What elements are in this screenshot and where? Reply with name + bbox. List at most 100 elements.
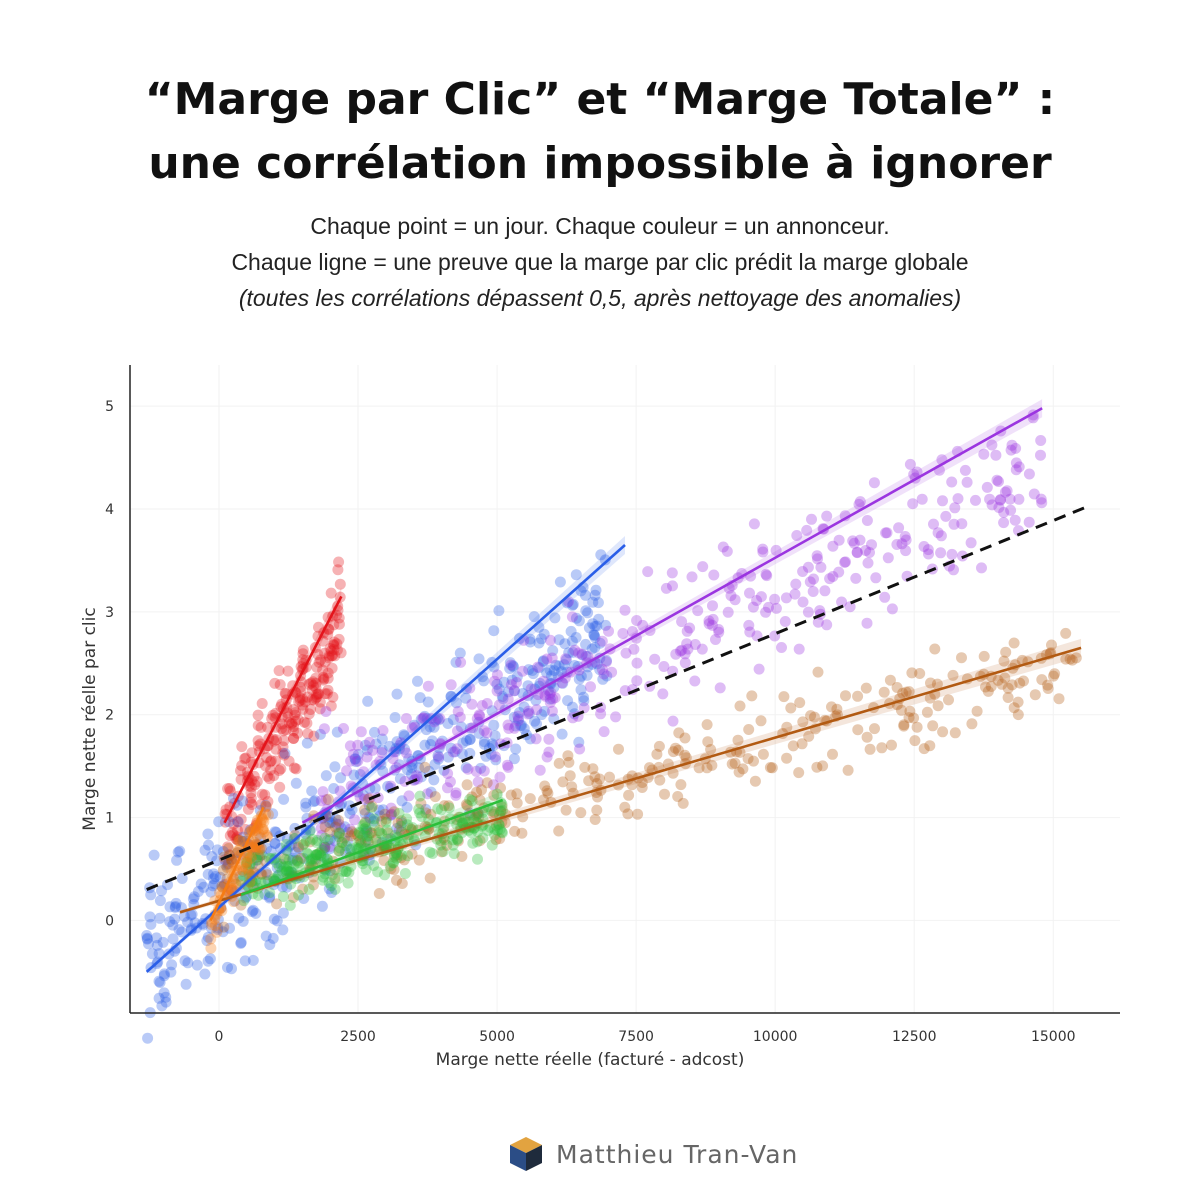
scatter-point xyxy=(369,726,380,738)
scatter-point xyxy=(270,743,282,755)
scatter-point xyxy=(240,752,252,764)
scatter-point xyxy=(677,797,689,809)
scatter-point xyxy=(452,706,464,717)
scatter-point xyxy=(460,683,472,695)
scatter-point xyxy=(567,701,578,713)
scatter-point xyxy=(714,682,726,694)
scatter-point xyxy=(226,883,238,895)
scatter-point xyxy=(235,937,247,949)
scatter-point xyxy=(511,671,523,683)
scatter-point xyxy=(854,534,866,546)
scatter-point xyxy=(932,700,944,712)
scatter-point xyxy=(297,839,309,851)
scatter-point xyxy=(544,693,556,705)
scatter-point xyxy=(171,854,183,866)
scatter-point xyxy=(337,865,349,877)
scatter-point xyxy=(985,681,997,692)
scatter-point xyxy=(359,804,370,816)
scatter-point xyxy=(349,828,360,840)
scatter-point xyxy=(276,723,288,734)
scatter-point xyxy=(559,638,571,650)
scatter-point xyxy=(523,705,534,717)
scatter-point xyxy=(411,770,423,782)
scatter-point xyxy=(708,569,720,581)
scatter-point xyxy=(303,708,315,720)
scatter-point xyxy=(363,811,375,823)
scatter-point xyxy=(143,938,154,950)
scatter-point xyxy=(226,963,237,975)
scatter-point xyxy=(271,734,282,746)
scatter-point xyxy=(895,704,907,716)
scatter-point xyxy=(530,694,542,706)
scatter-point xyxy=(697,561,709,573)
scatter-point xyxy=(844,601,856,613)
scatter-point xyxy=(245,796,256,808)
scatter-point xyxy=(1049,668,1061,680)
scatter-point xyxy=(249,841,261,853)
scatter-point xyxy=(667,746,679,758)
scatter-point xyxy=(236,741,248,753)
scatter-point xyxy=(999,672,1011,684)
scatter-point xyxy=(518,723,530,735)
scatter-point xyxy=(271,898,283,910)
scatter-point xyxy=(496,827,508,839)
scatter-point xyxy=(361,744,373,756)
scatter-point xyxy=(861,515,873,526)
scatter-point xyxy=(443,800,454,812)
scatter-point xyxy=(328,783,340,794)
y-tick-label: 1 xyxy=(105,811,114,827)
scatter-point xyxy=(325,645,337,657)
scatter-point xyxy=(545,670,557,682)
scatter-point xyxy=(252,735,264,747)
scatter-point xyxy=(324,826,336,838)
scatter-point xyxy=(195,878,207,890)
scatter-point xyxy=(222,783,234,795)
scatter-point xyxy=(456,748,468,760)
scatter-point xyxy=(249,836,260,848)
scatter-point xyxy=(239,955,251,967)
scatter-point xyxy=(243,849,255,861)
scatter-point xyxy=(320,794,332,806)
scatter-point xyxy=(1036,497,1048,509)
scatter-point xyxy=(299,696,311,708)
scatter-point xyxy=(619,801,631,813)
scatter-point xyxy=(508,722,520,734)
scatter-point xyxy=(1008,637,1020,649)
scatter-point xyxy=(237,831,249,843)
scatter-point xyxy=(236,864,248,876)
scatter-point xyxy=(318,673,330,685)
scatter-point xyxy=(319,841,331,853)
scatter-point xyxy=(390,746,402,758)
scatter-point xyxy=(1018,675,1029,687)
scatter-point xyxy=(141,930,153,941)
scatter-point xyxy=(318,843,330,855)
scatter-point xyxy=(286,717,298,729)
scatter-point xyxy=(322,684,334,696)
scatter-point xyxy=(545,686,557,698)
scatter-point xyxy=(522,708,534,720)
scatter-point xyxy=(540,690,551,702)
scatter-point xyxy=(272,870,284,882)
scatter-point xyxy=(657,688,669,700)
scatter-point xyxy=(947,669,959,681)
scatter-point xyxy=(796,738,808,750)
scatter-point xyxy=(434,713,446,725)
scatter-point xyxy=(586,643,598,655)
scatter-point xyxy=(600,619,612,631)
scatter-point xyxy=(300,801,312,813)
scatter-point xyxy=(297,644,309,656)
scatter-point xyxy=(292,841,304,853)
scatter-point xyxy=(283,866,295,878)
scatter-point xyxy=(442,768,454,779)
scatter-point xyxy=(284,899,296,911)
scatter-point xyxy=(535,633,547,645)
scatter-point xyxy=(325,700,337,712)
scatter-point xyxy=(473,727,485,739)
scatter-point xyxy=(526,665,538,676)
scatter-point xyxy=(246,906,258,918)
scatter-point xyxy=(315,850,327,862)
scatter-point xyxy=(1023,468,1035,480)
scatter-point xyxy=(402,850,414,862)
scatter-point xyxy=(327,639,339,650)
scatter-point xyxy=(281,860,293,872)
